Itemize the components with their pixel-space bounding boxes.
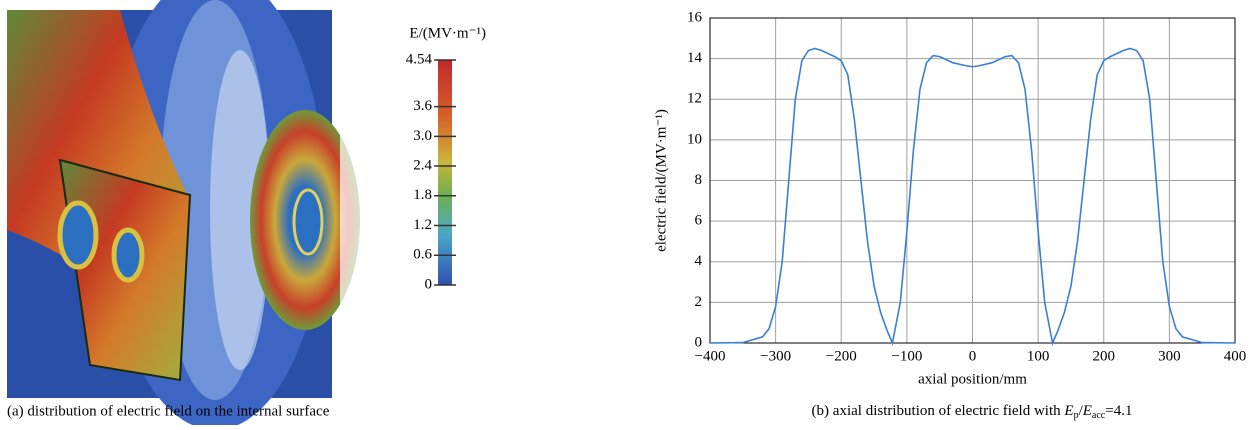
y-tick-label: 2 bbox=[695, 294, 703, 310]
y-tick-label: 16 bbox=[687, 9, 703, 25]
line-panel: −400 −300 −200 −100 0 100 200 300 400 0 2 4 6 8 10 12 14… bbox=[653, 9, 1246, 421]
y-tick-label: 14 bbox=[687, 50, 703, 66]
colorbar-tick-label: 3.6 bbox=[413, 98, 432, 114]
x-tick-label: 100 bbox=[1027, 348, 1050, 364]
colorbar-tick-label: 0 bbox=[425, 276, 433, 292]
x-tick-label: 0 bbox=[969, 348, 977, 364]
y-tick-label: 8 bbox=[695, 172, 703, 188]
x-tick-label: 400 bbox=[1224, 348, 1247, 364]
data-line bbox=[709, 47, 1236, 346]
colorbar-tick-label: 1.2 bbox=[413, 217, 432, 233]
y-axis-label: electric field/(MV·m⁻¹) bbox=[653, 109, 669, 252]
y-tick-label: 6 bbox=[695, 213, 703, 229]
caption-part: / bbox=[1079, 403, 1084, 419]
colorbar-panel: E/(MV·m⁻¹) 4.54 3.6 3.0 2.4 1.8 1.2 0.6 0 (a) dis… bbox=[7, 25, 486, 419]
x-tick-label: 300 bbox=[1158, 348, 1181, 364]
y-tick-label: 12 bbox=[687, 91, 702, 107]
colorbar-tick-label: 1.8 bbox=[413, 187, 432, 203]
colorbar bbox=[438, 60, 452, 285]
x-tick-label: −200 bbox=[826, 348, 857, 364]
x-tick-label: −300 bbox=[760, 348, 791, 364]
field-render bbox=[7, 0, 500, 430]
colorbar-tick-label: 2.4 bbox=[413, 157, 432, 173]
caption-part: E bbox=[1082, 403, 1092, 419]
x-tick-label: −400 bbox=[695, 348, 726, 364]
colorbar-tick-label: 0.6 bbox=[413, 247, 432, 263]
caption-part: =4.1 bbox=[1105, 403, 1132, 419]
colorbar-label: E/(MV·m⁻¹) bbox=[409, 25, 486, 41]
x-tick-label: −100 bbox=[891, 348, 922, 364]
colorbar-tick-label: 4.54 bbox=[406, 51, 433, 67]
plot-frame bbox=[709, 17, 1236, 344]
y-tick-label: 10 bbox=[687, 131, 702, 147]
caption-part: (b) axial distribution of electric field… bbox=[812, 403, 1065, 419]
x-tick-label: 200 bbox=[1093, 348, 1116, 364]
caption-part: p bbox=[1074, 410, 1079, 421]
y-tick-label: 0 bbox=[695, 334, 703, 350]
x-axis-label: axial position/mm bbox=[918, 371, 1027, 387]
caption-part: acc bbox=[1092, 410, 1106, 421]
colorbar-tick-label: 3.0 bbox=[413, 128, 432, 144]
caption-part: E bbox=[1063, 403, 1073, 419]
caption: (a) distribution of electric field on th… bbox=[7, 403, 330, 419]
y-tick-label: 4 bbox=[695, 253, 703, 269]
caption: (b) axial distribution of electric field… bbox=[812, 403, 1133, 421]
